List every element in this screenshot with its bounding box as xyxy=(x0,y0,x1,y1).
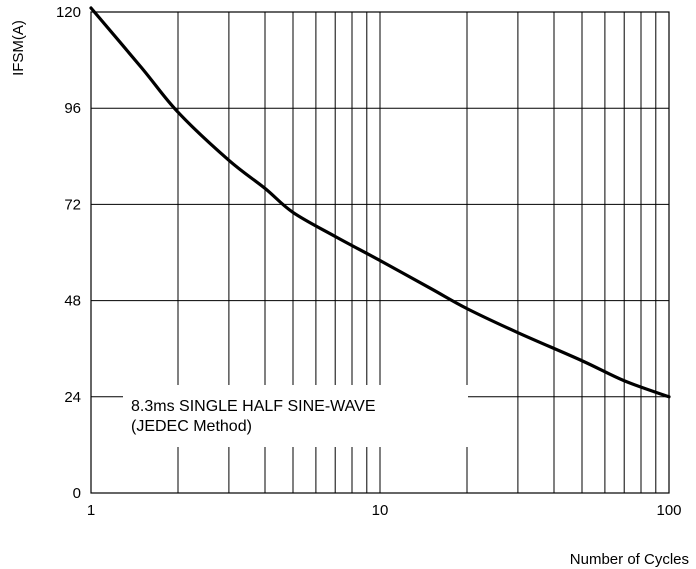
y-tick-label: 48 xyxy=(64,293,81,310)
annotation-line-1: 8.3ms SINGLE HALF SINE-WAVE xyxy=(131,398,376,415)
plot-frame xyxy=(90,11,670,494)
y-tick-label: 24 xyxy=(64,389,81,406)
annotation-line-2: (JEDEC Method) xyxy=(131,418,252,435)
y-tick-label: 72 xyxy=(64,196,81,213)
annotation-box: 8.3ms SINGLE HALF SINE-WAVE (JEDEC Metho… xyxy=(123,385,468,447)
y-axis-label: IFSM(A) xyxy=(10,20,27,76)
x-tick-label: 10 xyxy=(372,502,389,519)
series-line xyxy=(89,6,671,399)
annotation-background xyxy=(123,385,468,447)
x-axis-label: Number of Cycles xyxy=(570,551,689,568)
x-tick-label: 100 xyxy=(656,502,681,519)
grid xyxy=(91,12,669,493)
series-group xyxy=(89,6,671,399)
y-tick-label: 120 xyxy=(56,4,81,21)
x-tick-label: 1 xyxy=(87,502,95,519)
y-tick-label: 96 xyxy=(64,100,81,117)
y-tick-label: 0 xyxy=(73,485,81,502)
